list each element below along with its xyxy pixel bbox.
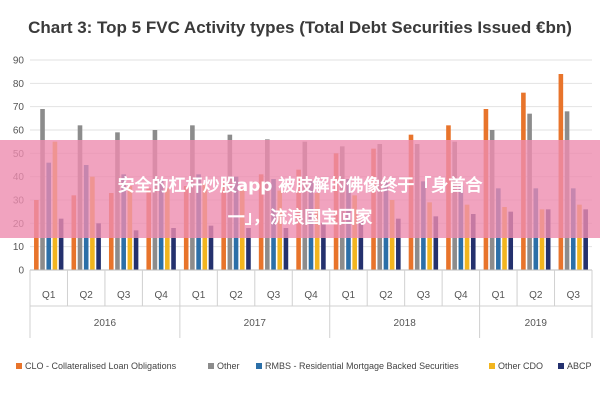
y-tick-label: 60 — [13, 126, 25, 137]
x-tick-label: Q1 — [342, 290, 356, 301]
x-tick-label: Q4 — [154, 290, 168, 301]
overlay-line-1: 安全的杠杆炒股app 被肢解的佛像终于「身首合 — [117, 176, 483, 196]
x-tick-label: Q3 — [567, 290, 581, 301]
legend-label: RMBS - Residential Mortgage Backed Secur… — [265, 361, 459, 371]
bar — [539, 209, 545, 270]
x-tick-label: Q2 — [80, 290, 94, 301]
promo-overlay-band — [0, 140, 600, 238]
x-tick-label: Q2 — [529, 290, 543, 301]
bar — [396, 218, 401, 270]
legend-label: Other CDO — [498, 361, 543, 371]
legend-swatch — [208, 363, 214, 369]
bar — [358, 221, 364, 270]
legend: CLO - Collateralised Loan Obligations Oth… — [16, 361, 592, 371]
bar — [583, 209, 588, 270]
x-tick-label: Q1 — [42, 290, 56, 301]
legend-label: ABCP — [567, 361, 592, 371]
legend-label: Other — [217, 361, 240, 371]
x-tick-label: Q3 — [417, 290, 431, 301]
legend-label: CLO - Collateralised Loan Obligations — [25, 361, 177, 371]
x-axis-quarter-labels: Q1 Q2 Q3 Q4 Q1 Q2 Q3 Q4 Q1 Q2 Q3 Q4 Q1 Q2 Q3 — [29, 270, 593, 306]
legend-swatch — [558, 363, 564, 369]
bar — [96, 223, 101, 270]
bar — [58, 218, 64, 270]
x-tick-label: Q2 — [229, 290, 243, 301]
bar — [545, 209, 551, 270]
promo-overlay-text: 安全的杠杆炒股app 被肢解的佛像终于「身首合 一」，流浪国宝回家 — [20, 170, 580, 234]
x-axis-year-labels: 2016 2017 2018 2019 — [29, 305, 593, 338]
x-tick-label: Q4 — [454, 290, 468, 301]
x-tick-label: Q3 — [267, 290, 281, 301]
bar — [470, 214, 476, 270]
bar — [208, 225, 214, 270]
bar — [133, 230, 139, 270]
overlay-line-2: 一」，流浪国宝回家 — [227, 208, 373, 228]
x-tick-label: Q2 — [379, 290, 393, 301]
bar — [321, 223, 326, 270]
x-tick-label: Q1 — [492, 290, 506, 301]
bar — [246, 228, 251, 270]
year-label: 2018 — [394, 318, 417, 329]
y-tick-label: 70 — [13, 102, 25, 113]
y-tick-label: 80 — [13, 79, 25, 90]
y-tick-label: 0 — [18, 266, 24, 277]
bar — [433, 216, 439, 270]
year-label: 2017 — [244, 318, 267, 329]
year-label: 2016 — [94, 318, 117, 329]
year-label: 2019 — [525, 318, 548, 329]
bar — [283, 228, 289, 270]
bar — [508, 211, 514, 270]
bar — [171, 228, 176, 270]
x-tick-label: Q4 — [304, 290, 318, 301]
y-tick-label: 90 — [13, 56, 25, 67]
x-tick-label: Q3 — [117, 290, 131, 301]
chart-title: Chart 3: Top 5 FVC Activity types (Total… — [28, 18, 572, 37]
legend-swatch — [16, 363, 22, 369]
y-tick-label: 10 — [13, 242, 25, 253]
x-tick-label: Q1 — [192, 290, 206, 301]
bar — [502, 207, 507, 270]
legend-swatch — [489, 363, 495, 369]
legend-swatch — [256, 363, 262, 369]
